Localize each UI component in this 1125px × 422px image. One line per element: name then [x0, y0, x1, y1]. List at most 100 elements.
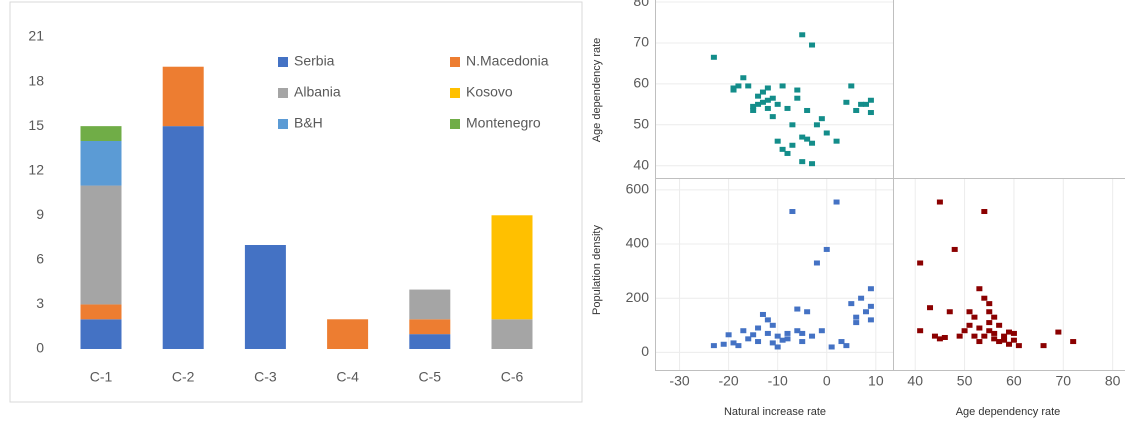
point	[1070, 339, 1077, 345]
y-tick-label: 600	[626, 181, 650, 197]
point	[774, 333, 781, 339]
y-tick-label: 50	[633, 116, 649, 132]
legend-swatch	[278, 119, 288, 129]
y-tick-label: 70	[633, 34, 649, 50]
legend-swatch	[278, 88, 288, 98]
point	[755, 325, 762, 331]
point	[976, 325, 983, 331]
point	[764, 317, 771, 323]
point	[730, 87, 737, 93]
x-tick-label: 50	[957, 373, 973, 389]
point	[818, 328, 825, 334]
point	[759, 311, 766, 317]
point	[1001, 333, 1008, 339]
point	[799, 134, 806, 140]
point	[941, 334, 948, 340]
point	[809, 161, 816, 167]
point	[961, 328, 968, 334]
point	[818, 116, 825, 122]
point	[759, 99, 766, 105]
bar-segment	[80, 304, 122, 320]
point	[779, 146, 786, 152]
point	[755, 339, 762, 345]
point	[1010, 337, 1017, 343]
point	[867, 110, 874, 116]
bar-segment	[409, 334, 451, 349]
bar-segment	[491, 319, 533, 349]
point	[917, 260, 924, 266]
point	[981, 333, 988, 339]
y-tick-label: 60	[633, 75, 649, 91]
point	[996, 339, 1003, 345]
legend-label: N.Macedonia	[466, 53, 549, 69]
bar-segment	[80, 141, 122, 186]
x-tick-label: -10	[768, 373, 788, 389]
point	[848, 301, 855, 307]
point	[971, 333, 978, 339]
bar-segment	[80, 319, 122, 349]
bar-segment	[409, 289, 451, 320]
point	[794, 87, 801, 93]
point	[789, 142, 796, 148]
point	[1001, 337, 1008, 343]
point	[986, 309, 993, 315]
point	[853, 320, 860, 326]
point	[867, 317, 874, 323]
point	[769, 322, 776, 328]
point	[863, 309, 870, 315]
point	[981, 209, 988, 215]
x-tick-label: C-4	[336, 369, 359, 385]
point	[867, 286, 874, 292]
point	[853, 314, 860, 320]
point	[1015, 343, 1022, 349]
x-tick-label: C-2	[172, 369, 195, 385]
point	[769, 340, 776, 346]
point	[996, 322, 1003, 328]
point	[759, 89, 766, 95]
point	[799, 339, 806, 345]
point	[804, 107, 811, 113]
point	[833, 138, 840, 144]
point	[991, 336, 998, 342]
point	[804, 309, 811, 315]
point	[966, 322, 973, 328]
x-tick-label: C-3	[254, 369, 277, 385]
point	[750, 107, 757, 113]
chart-border	[9, 1, 583, 403]
point	[764, 105, 771, 111]
point	[986, 301, 993, 307]
legend-label: Kosovo	[466, 84, 513, 100]
point	[799, 159, 806, 165]
point	[769, 95, 776, 101]
point	[730, 340, 737, 346]
y-tick-label: 0	[36, 340, 44, 356]
x-axis-title: Natural increase rate	[724, 406, 826, 418]
point	[1010, 330, 1017, 336]
point	[735, 83, 742, 89]
point	[863, 101, 870, 107]
point	[946, 309, 953, 315]
point	[745, 336, 752, 342]
x-tick-label: 40	[907, 373, 923, 389]
point	[838, 339, 845, 345]
point	[740, 328, 747, 334]
point	[858, 295, 865, 301]
point	[986, 320, 993, 326]
point	[936, 336, 943, 342]
point	[853, 107, 860, 113]
bar-segment	[244, 245, 286, 349]
point	[956, 333, 963, 339]
point	[848, 83, 855, 89]
point	[809, 140, 816, 146]
point	[779, 83, 786, 89]
point	[750, 103, 757, 109]
x-tick-label: 0	[823, 373, 831, 389]
point	[823, 130, 830, 136]
point	[740, 75, 747, 81]
point	[828, 344, 835, 350]
point	[936, 199, 943, 205]
point	[764, 330, 771, 336]
point	[1006, 341, 1012, 347]
point	[799, 330, 806, 336]
